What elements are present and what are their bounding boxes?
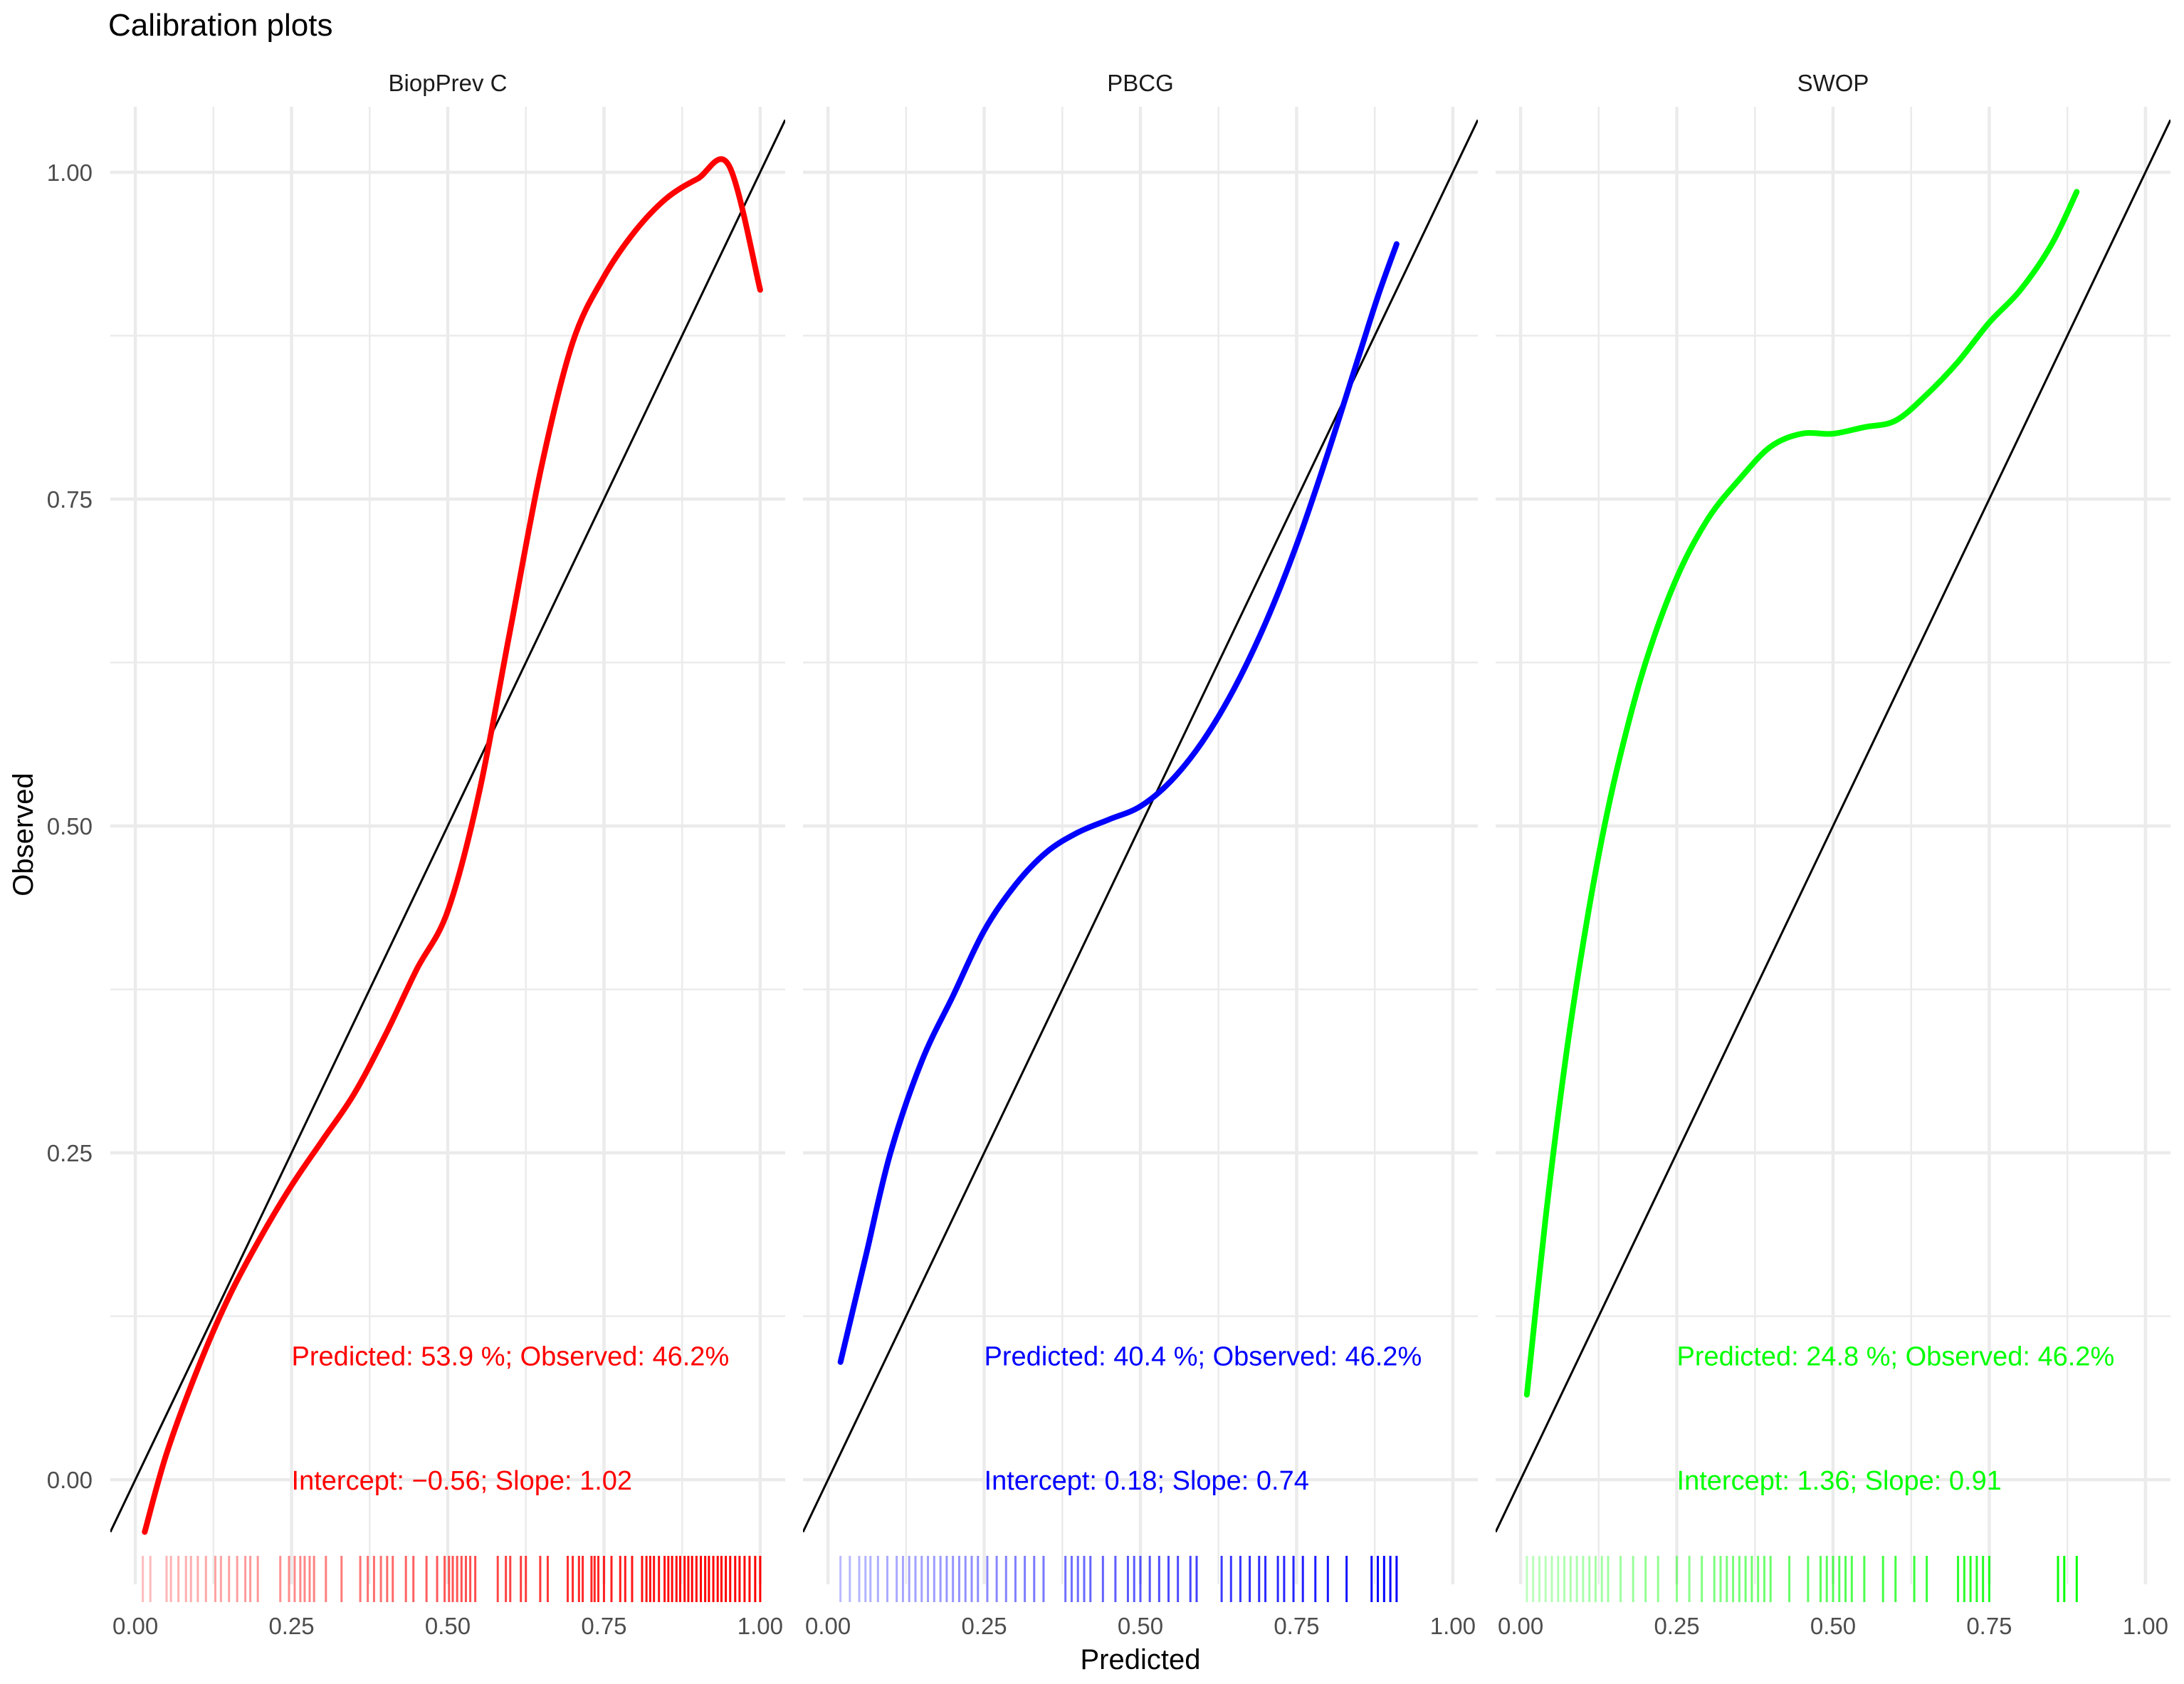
reference-line <box>110 119 785 1533</box>
reference-line <box>1496 119 2170 1533</box>
calibration-curve <box>1523 189 2080 1398</box>
y-tick-label: 0.50 <box>47 813 93 840</box>
y-axis-label: Observed <box>8 773 39 896</box>
stats-annotation: Intercept: 0.18; Slope: 0.74 <box>985 1466 1309 1496</box>
stats-annotation: Intercept: 1.36; Slope: 0.91 <box>1677 1466 2002 1496</box>
x-tick-label: 1.00 <box>737 1613 783 1639</box>
summary-annotation: Predicted: 24.8 %; Observed: 46.2% <box>1677 1342 2115 1372</box>
x-tick-label: 0.75 <box>581 1613 626 1639</box>
y-tick-label: 0.25 <box>47 1140 93 1166</box>
y-tick-label: 0.00 <box>47 1467 93 1493</box>
x-tick-label: 0.50 <box>1810 1613 1856 1639</box>
x-tick-label: 0.00 <box>805 1613 851 1639</box>
chart-title: Calibration plots <box>108 8 333 43</box>
calibration-curve <box>142 156 763 1535</box>
x-tick-label: 1.00 <box>2123 1613 2168 1639</box>
y-tick-label: 0.75 <box>47 486 93 513</box>
x-tick-label: 0.25 <box>961 1613 1007 1639</box>
summary-annotation: Predicted: 53.9 %; Observed: 46.2% <box>292 1342 730 1372</box>
reference-line <box>803 119 1478 1533</box>
panel-0: BiopPrev C 0.00 0.25 0.50 0.75 1.00 Predicted:… <box>110 70 785 1639</box>
x-tick-label: 0.75 <box>1966 1613 2012 1639</box>
x-tick-label: 0.00 <box>1498 1613 1543 1639</box>
calibration-curve <box>837 241 1400 1365</box>
panel-1: PBCG 0.00 0.25 0.50 0.75 1.00 Predicted: 40.4 … <box>803 70 1478 1639</box>
x-tick-label: 0.50 <box>425 1613 471 1639</box>
x-axis-label: Predicted <box>1081 1644 1201 1675</box>
x-tick-label: 0.75 <box>1274 1613 1319 1639</box>
x-tick-label: 0.00 <box>112 1613 158 1639</box>
panel-label: PBCG <box>1107 70 1174 96</box>
panel-2: SWOP 0.00 0.25 0.50 0.75 1.00 Predicted: 24.8 … <box>1496 70 2170 1639</box>
summary-annotation: Predicted: 40.4 %; Observed: 46.2% <box>985 1342 1422 1372</box>
x-tick-label: 0.25 <box>1654 1613 1699 1639</box>
x-tick-label: 1.00 <box>1430 1613 1476 1639</box>
panel-label: BiopPrev C <box>389 70 508 96</box>
panel-label: SWOP <box>1797 70 1869 96</box>
stats-annotation: Intercept: −0.56; Slope: 1.02 <box>292 1466 633 1496</box>
y-tick-label: 1.00 <box>47 159 93 186</box>
x-tick-label: 0.25 <box>268 1613 314 1639</box>
x-tick-label: 0.50 <box>1118 1613 1163 1639</box>
